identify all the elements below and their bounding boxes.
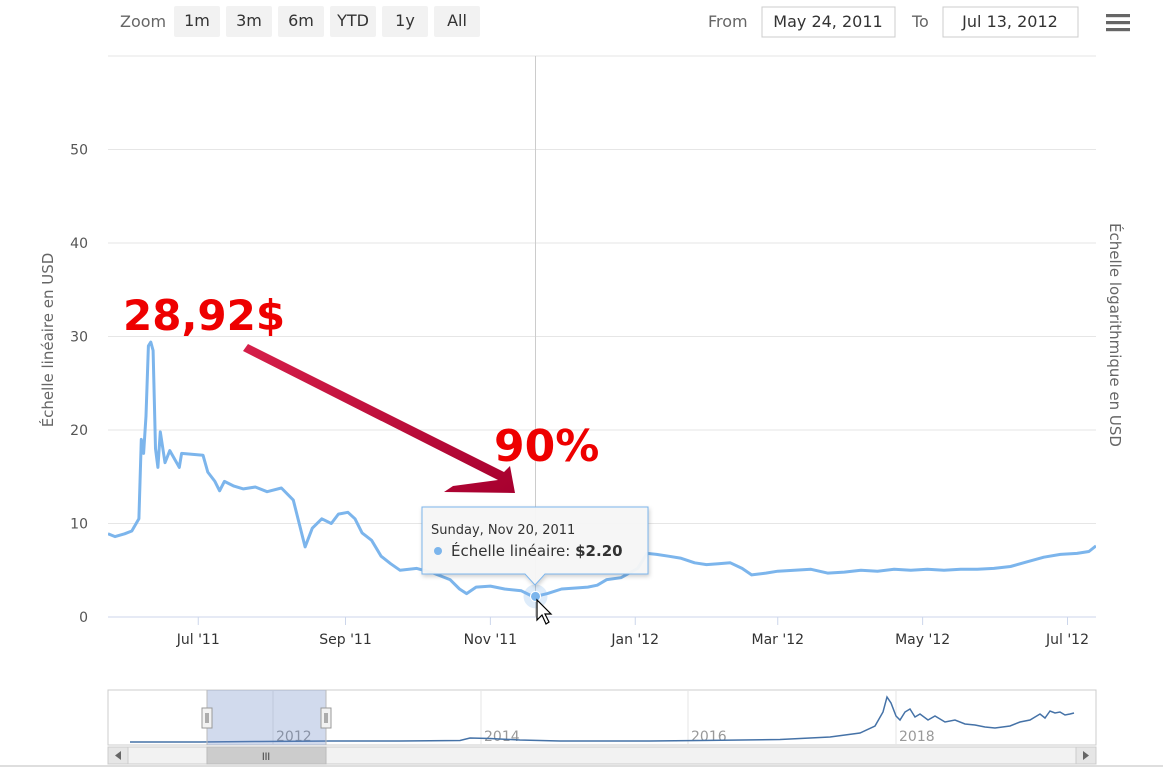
x-tick-label: Mar '12	[751, 632, 804, 648]
zoom-button-3m[interactable]: 3m	[226, 6, 272, 37]
y-axis-right-title: Échelle logarithmique en USD	[1106, 223, 1125, 447]
zoom-button-ytd[interactable]: YTD	[330, 6, 376, 37]
navigator-year-label: 2014	[484, 729, 520, 745]
y-tick-label: 10	[70, 517, 88, 533]
y-tick-label: 40	[70, 236, 88, 252]
arrow-right-icon	[1083, 751, 1089, 760]
tooltip-series-line: Échelle linéaire: $2.20	[451, 541, 623, 560]
annotation-drop-percent: 90%	[494, 421, 599, 472]
navigator-right-handle[interactable]	[320, 707, 332, 729]
zoom-button-1m-label: 1m	[184, 11, 210, 30]
scrollbar-thumb[interactable]	[206, 746, 327, 765]
scrollbar-grip-icon: lll	[262, 752, 270, 763]
zoom-button-all-label: All	[447, 11, 467, 30]
zoom-button-ytd-label: YTD	[336, 11, 369, 30]
mouse-cursor-icon	[536, 598, 553, 625]
y-tick-label: 0	[79, 610, 88, 626]
to-label: To	[911, 12, 929, 31]
x-tick-label: Nov '11	[464, 632, 517, 648]
zoom-button-1y-label: 1y	[395, 11, 415, 30]
y-tick-label: 50	[70, 143, 88, 159]
arrow-left-icon	[115, 751, 121, 760]
navigator-left-handle[interactable]	[201, 707, 213, 729]
scrollbar-right-button[interactable]	[1075, 746, 1097, 765]
tooltip-value: $2.20	[575, 542, 622, 560]
from-date-value: May 24, 2011	[773, 12, 882, 31]
x-tick-label: Jul '11	[176, 632, 220, 648]
zoom-button-6m[interactable]: 6m	[278, 6, 324, 37]
x-tick-label: Sep '11	[319, 632, 372, 648]
navigator-year-label: 2016	[691, 729, 727, 745]
from-date-input[interactable]: May 24, 2011	[761, 6, 896, 38]
to-date-value: Jul 13, 2012	[961, 12, 1058, 31]
x-tick-label: Jul '12	[1045, 632, 1089, 648]
tooltip-series-name: Échelle linéaire	[451, 541, 565, 560]
from-label: From	[708, 12, 748, 31]
scrollbar-left-button[interactable]	[107, 746, 129, 765]
y-gridlines	[108, 55, 1096, 524]
tooltip: Sunday, Nov 20, 2011 Échelle linéaire: $…	[421, 506, 649, 586]
scrollbar: lll	[107, 746, 1097, 765]
zoom-label: Zoom	[120, 12, 166, 31]
x-tick-label: Jan '12	[610, 632, 659, 648]
tooltip-colon: :	[565, 542, 575, 560]
price-series-line[interactable]	[108, 340, 1096, 598]
hamburger-menu-icon[interactable]	[1100, 8, 1134, 38]
y-tick-label: 30	[70, 330, 88, 346]
annotation-peak-price: 28,92$	[123, 291, 285, 340]
y-axis-ticks: 0 10 20 30 40 50	[70, 143, 88, 627]
red-arrow-annotation	[243, 344, 515, 493]
zoom-button-all[interactable]: All	[434, 6, 480, 37]
arrow-shape	[243, 344, 515, 493]
tooltip-date: Sunday, Nov 20, 2011	[431, 523, 575, 538]
hover-point-marker[interactable]	[530, 590, 541, 602]
zoom-button-1y[interactable]: 1y	[382, 6, 428, 37]
x-tick-label: May '12	[895, 632, 950, 648]
range-selector: Zoom 1m 3m 6m YTD 1y All From May 24, 2	[120, 6, 1079, 38]
y-tick-label: 20	[70, 423, 88, 439]
to-date-input[interactable]: Jul 13, 2012	[942, 6, 1079, 38]
x-axis-ticks: Jul '11 Sep '11 Nov '11 Jan '12 Mar '12 May '…	[176, 617, 1089, 648]
y-axis-left-title: Échelle linéaire en USD	[38, 253, 57, 428]
zoom-button-1m[interactable]: 1m	[174, 6, 220, 37]
navigator-series-line	[130, 695, 1075, 743]
zoom-button-3m-label: 3m	[236, 11, 262, 30]
tooltip-series-dot	[434, 547, 442, 555]
navigator-gridlines	[272, 690, 897, 745]
zoom-button-6m-label: 6m	[288, 11, 314, 30]
navigator-year-label: 2018	[899, 729, 935, 745]
navigator-selected-range[interactable]	[207, 690, 326, 745]
navigator: 2012 2014 2016 2018	[107, 689, 1097, 746]
